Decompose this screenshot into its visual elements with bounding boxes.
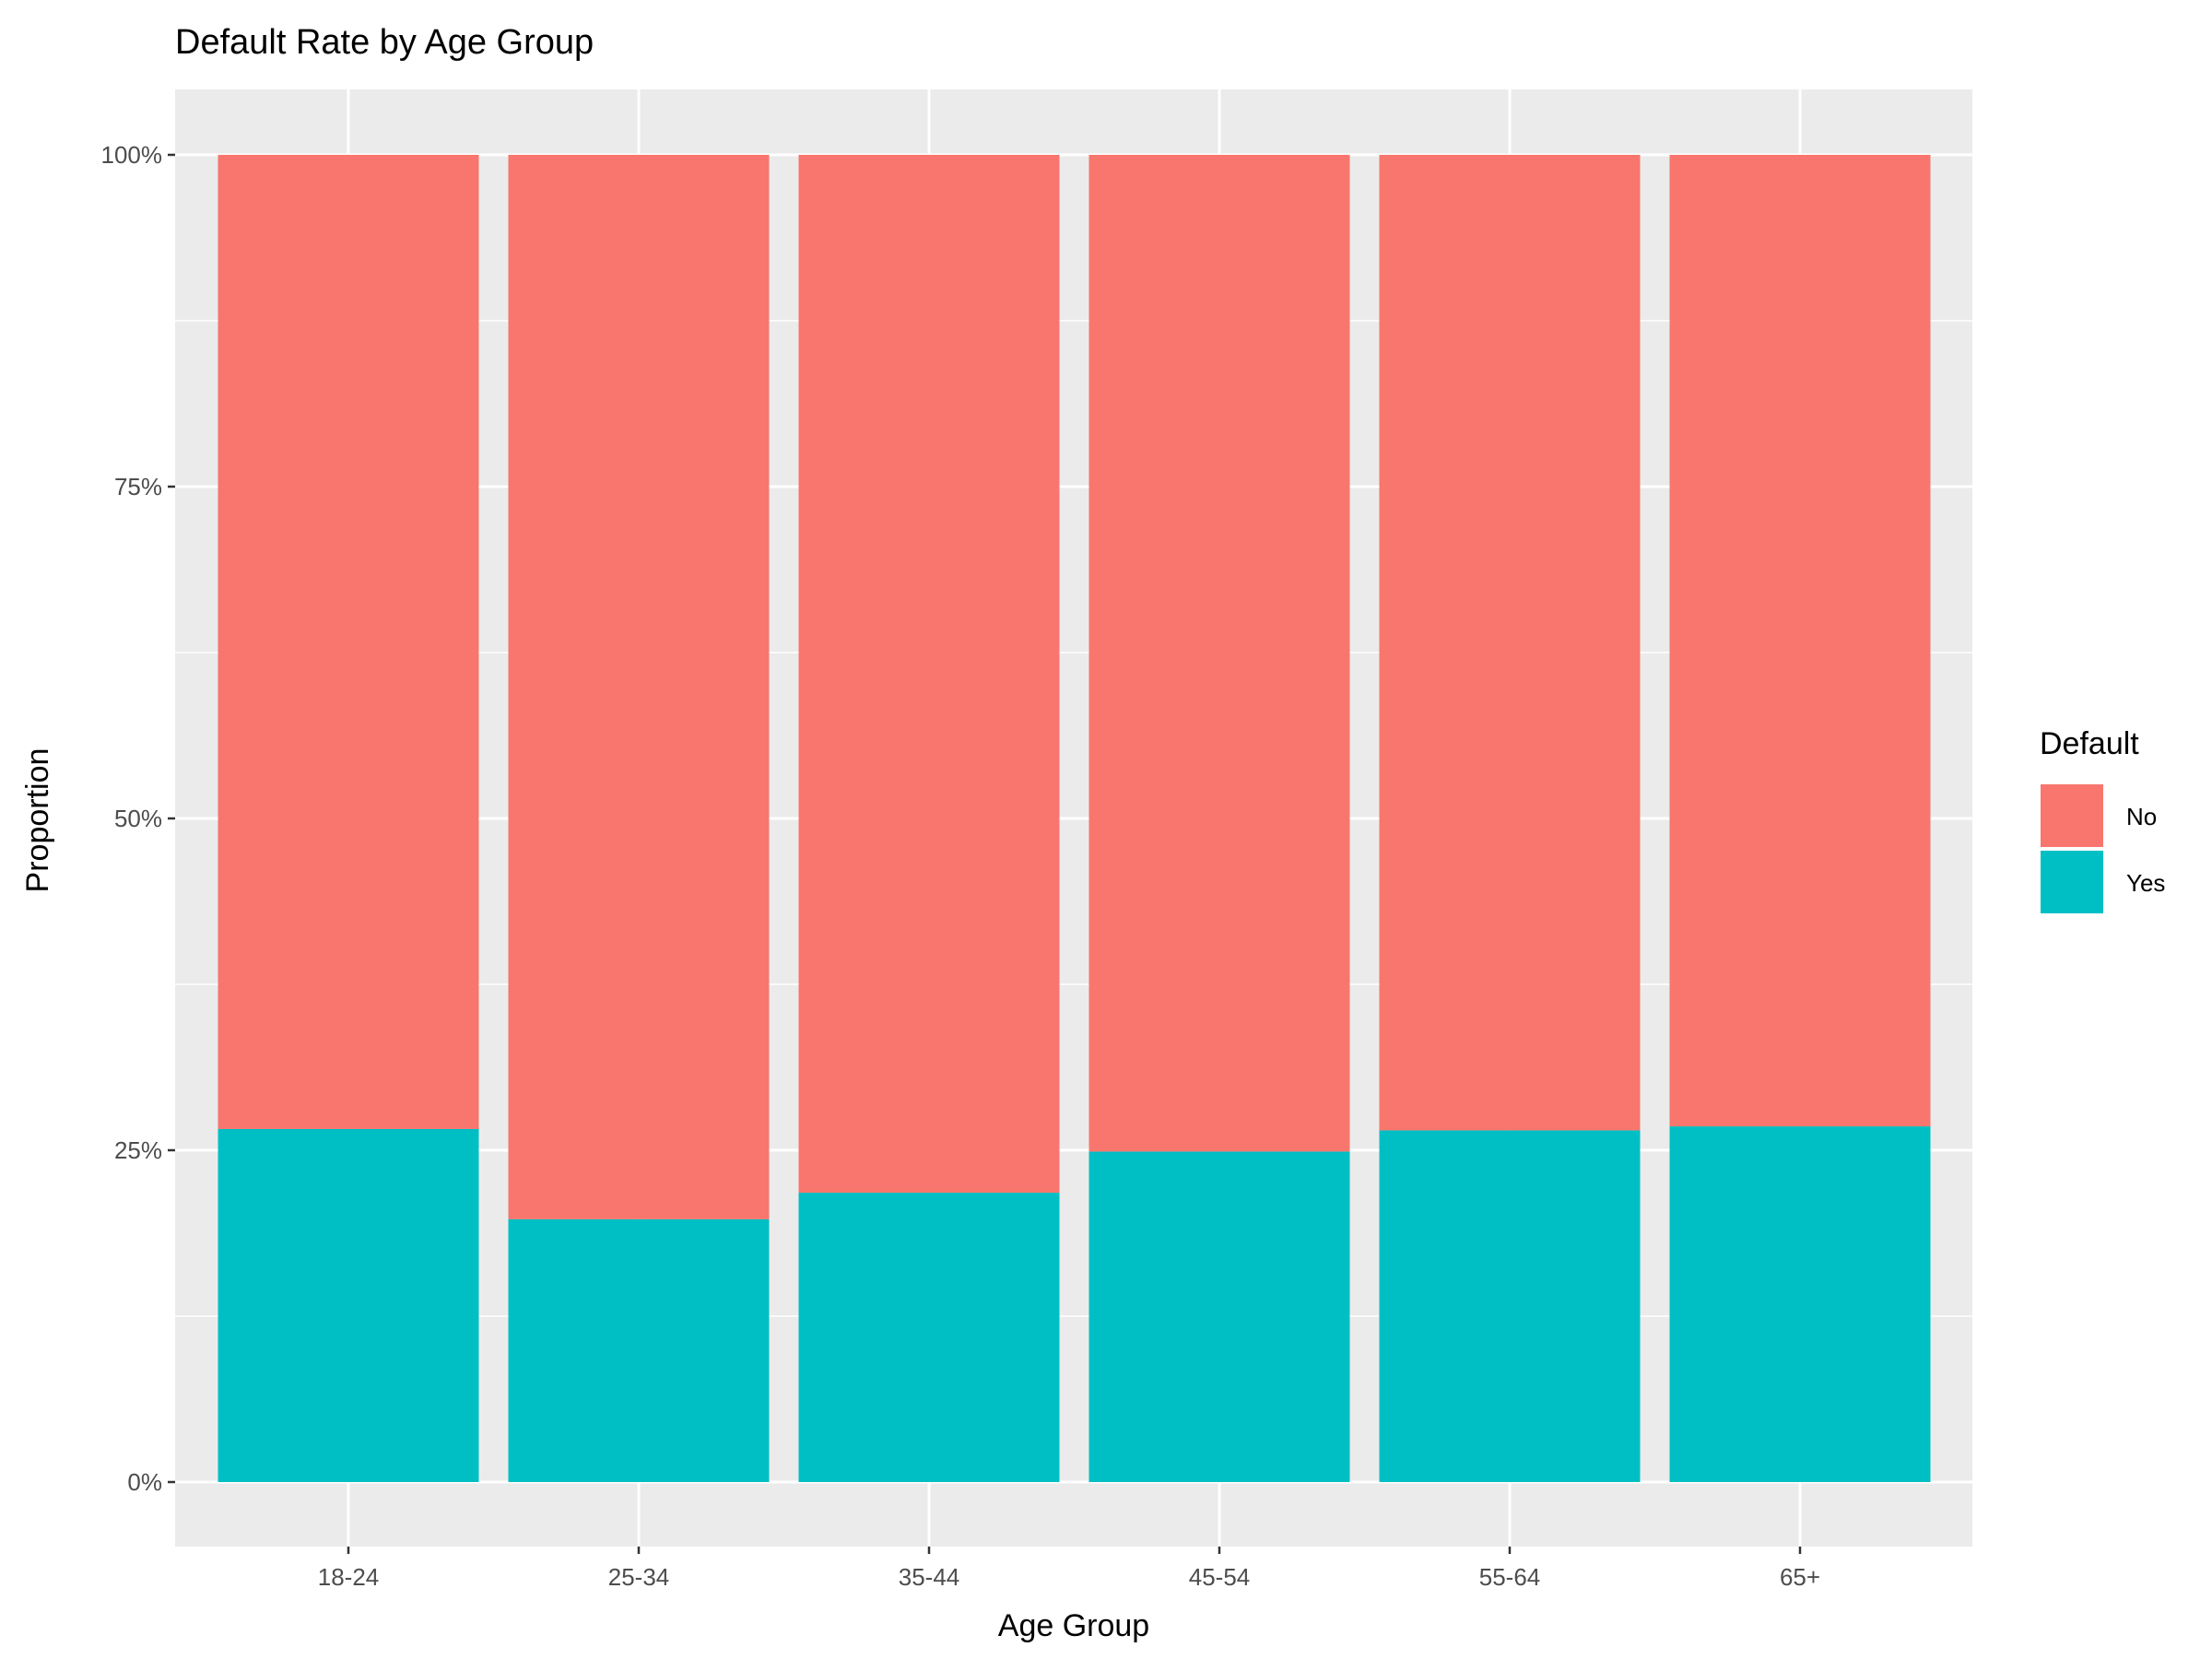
y-tick-label: 0%: [127, 1468, 162, 1496]
y-tick-label: 50%: [114, 805, 162, 832]
y-tick-label: 75%: [114, 473, 162, 500]
chart-title: Default Rate by Age Group: [175, 23, 594, 62]
legend: Default No Yes: [2039, 726, 2165, 915]
x-tick-label: 55-64: [1479, 1563, 1541, 1591]
x-tick-label: 25-34: [608, 1563, 670, 1591]
bar-segment-no-18-24: [218, 155, 479, 1129]
bar-segment-no-55-64: [1379, 155, 1641, 1131]
bar-segment-yes-65+: [1669, 1126, 1931, 1482]
x-tick-label: 65+: [1780, 1563, 1820, 1591]
bar-segment-yes-25-34: [508, 1218, 770, 1482]
bar-segment-yes-55-64: [1379, 1130, 1641, 1482]
y-axis-title: Proportion: [20, 748, 55, 893]
legend-label-yes: Yes: [2126, 869, 2165, 897]
legend-key-yes: [2039, 849, 2105, 915]
bar-segment-no-35-44: [798, 155, 1060, 1194]
bar-segment-yes-45-54: [1088, 1151, 1350, 1482]
y-tick-label: 25%: [114, 1136, 162, 1164]
bar-segment-yes-35-44: [798, 1193, 1060, 1482]
x-tick-label: 45-54: [1189, 1563, 1251, 1591]
bar-segment-yes-18-24: [218, 1128, 479, 1482]
bar-segment-no-25-34: [508, 155, 770, 1219]
x-tick-label: 18-24: [318, 1563, 380, 1591]
axes-layer: 0% 25% 50% 75% 100% 18-24 25-34 35-44 45-54 55-64…: [101, 141, 1821, 1591]
legend-title: Default: [2040, 726, 2139, 761]
bar-segment-no-65+: [1669, 155, 1931, 1127]
x-axis-title: Age Group: [998, 1608, 1149, 1643]
legend-key-no: [2039, 782, 2105, 849]
bar-segment-no-45-54: [1088, 155, 1350, 1152]
legend-label-no: No: [2126, 803, 2157, 830]
y-tick-label: 100%: [101, 141, 163, 169]
bars-layer: [218, 155, 1931, 1482]
x-tick-label: 35-44: [899, 1563, 960, 1591]
